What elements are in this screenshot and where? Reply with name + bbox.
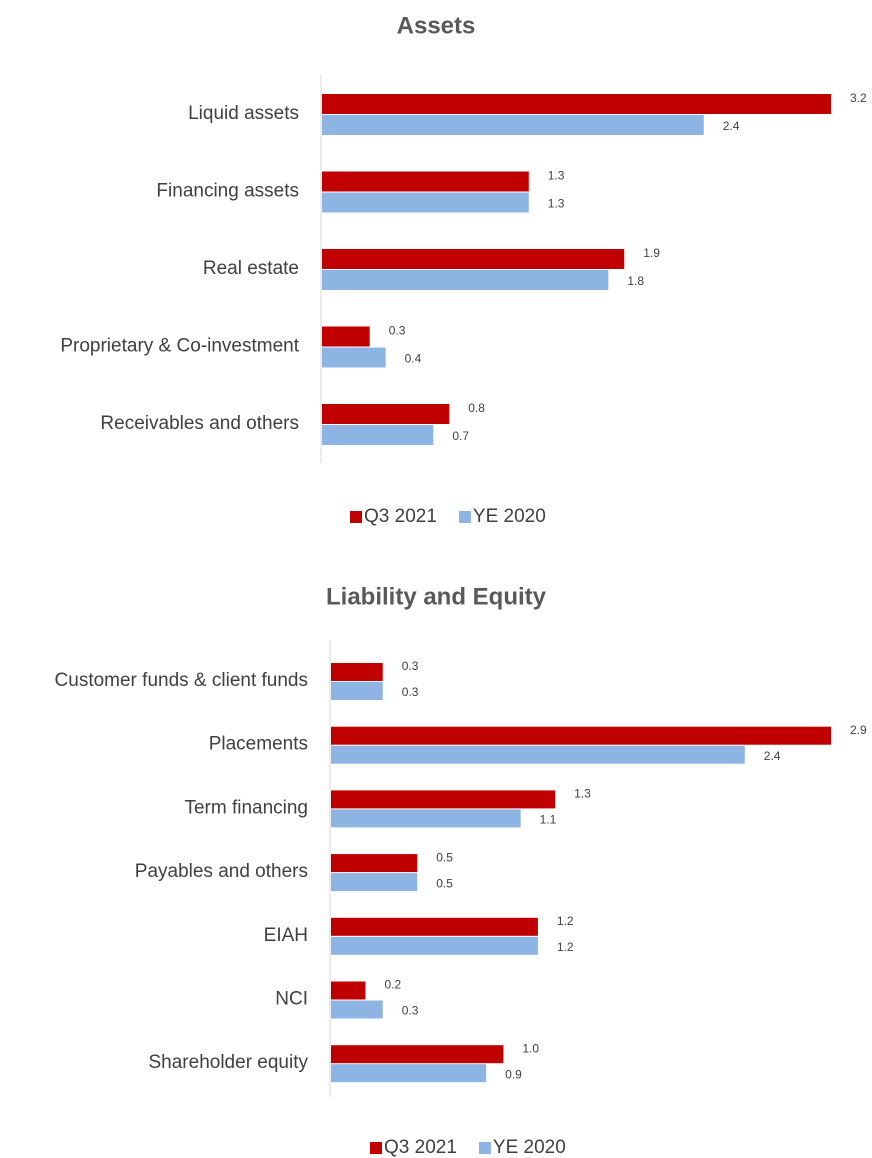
bar [331,682,383,700]
legend-swatch [350,511,362,523]
bar [331,809,521,828]
bar [322,249,625,269]
category-label: Proprietary & Co-investment [60,336,299,357]
chart-title: Liability and Equity [326,583,547,610]
value-label: 0.9 [505,1067,522,1081]
legend-label: Q3 2021 [364,506,437,527]
bar [331,1045,504,1064]
legend-label: YE 2020 [493,1137,566,1158]
category-label: Payables and others [135,861,308,882]
bar [331,936,538,955]
bar [322,425,434,445]
bar [322,326,370,347]
category-label: Term financing [184,797,308,818]
legend-swatch [478,1142,491,1154]
value-label: 0.5 [436,850,453,864]
legend-swatch [458,511,471,523]
value-label: 3.2 [850,91,867,105]
bar [331,790,556,809]
category-label: Customer funds & client funds [55,670,308,691]
value-label: 0.3 [402,659,419,673]
category-label: Liquid assets [188,103,299,124]
legend-swatch [370,1142,382,1154]
bar [331,873,418,892]
bar [331,1000,383,1019]
bar [331,917,538,936]
value-label: 1.2 [557,940,574,954]
category-label: NCI [275,989,308,1010]
value-label: 1.0 [522,1041,539,1055]
value-label: 0.3 [389,324,406,338]
bar [322,115,704,135]
value-label: 1.9 [643,246,660,260]
bar [331,663,383,681]
category-label: Shareholder equity [149,1052,309,1073]
value-label: 1.3 [548,197,565,211]
value-label: 0.3 [402,685,419,699]
legend-label: YE 2020 [473,506,546,527]
bar [322,347,386,368]
bar [331,1064,487,1083]
value-label: 2.9 [850,723,867,737]
chart-title: Assets [397,12,476,39]
bar [322,171,529,192]
bar [322,192,529,213]
value-label: 2.4 [723,119,740,133]
category-label: Placements [209,734,308,755]
category-label: Financing assets [156,181,299,202]
bar [322,270,609,290]
value-label: 1.3 [548,169,565,183]
bar [331,854,418,873]
category-label: Real estate [203,258,299,279]
legend-label: Q3 2021 [384,1137,457,1158]
value-label: 0.8 [468,401,485,415]
value-label: 1.8 [627,274,644,288]
value-label: 1.1 [540,813,557,827]
category-label: Receivables and others [100,413,299,434]
value-label: 0.2 [384,978,401,992]
bar [331,745,745,764]
bar [322,404,450,424]
value-label: 1.3 [574,787,591,801]
category-label: EIAH [264,925,308,946]
bar [331,981,366,1000]
bar [322,94,831,114]
bar [331,726,831,745]
value-label: 1.2 [557,914,574,928]
value-label: 0.4 [405,352,422,366]
value-label: 2.4 [764,749,781,763]
value-label: 0.5 [436,876,453,890]
value-label: 0.7 [452,429,469,443]
value-label: 0.3 [402,1004,419,1018]
